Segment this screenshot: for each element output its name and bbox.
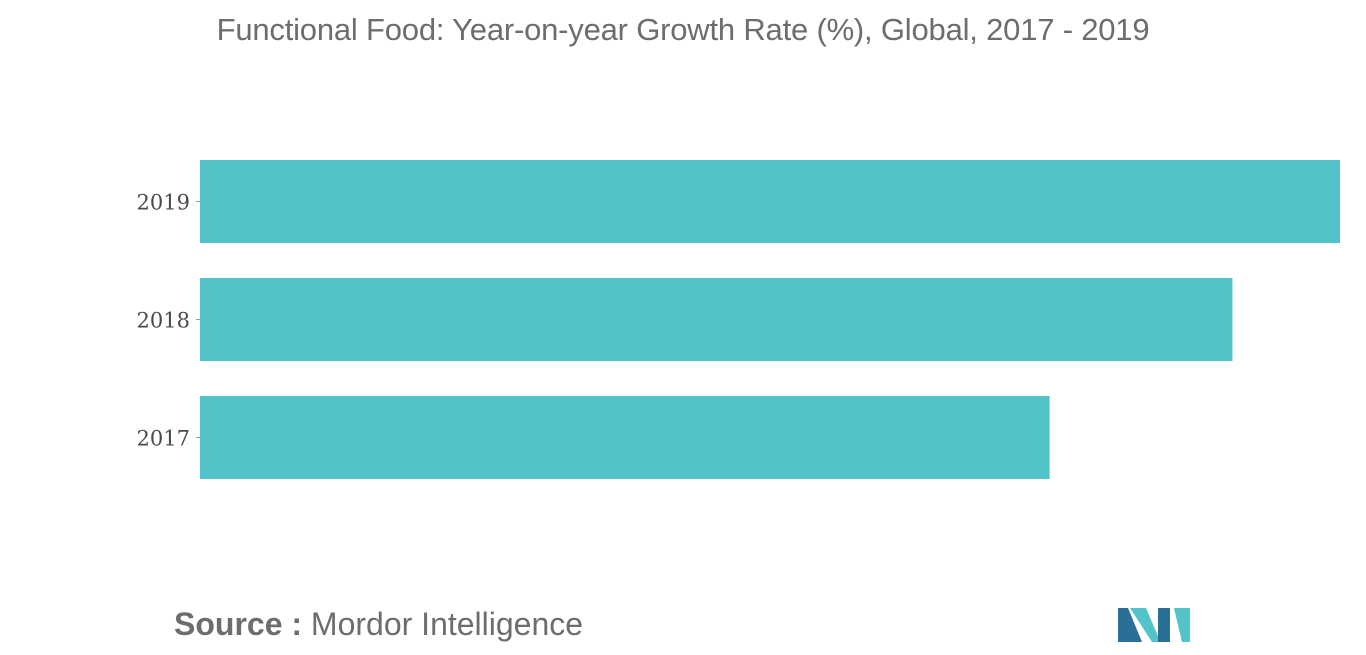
tick-label-2018: 2018 [137,309,190,333]
source-label: Source : [174,606,303,642]
bar-2019 [200,160,1340,243]
logo-shape-mid-dark [1158,608,1170,642]
logo-shape-mid [1130,608,1158,642]
ticks-layer: 2019 2018 2017 [137,191,200,451]
chart-title: Functional Food: Year-on-year Growth Rat… [216,12,1150,47]
tick-label-2019: 2019 [137,191,190,215]
logo-shape-left [1118,608,1142,642]
bar-2018 [200,278,1233,361]
logo-shape-right [1174,608,1190,642]
tick-label-2017: 2017 [137,427,190,451]
mordor-intelligence-logo-icon [1118,608,1190,642]
source-text: Mordor Intelligence [310,606,584,642]
bar-2017 [200,396,1050,479]
source-line: Source : Mordor Intelligence [174,606,583,643]
bars-layer [200,160,1340,479]
